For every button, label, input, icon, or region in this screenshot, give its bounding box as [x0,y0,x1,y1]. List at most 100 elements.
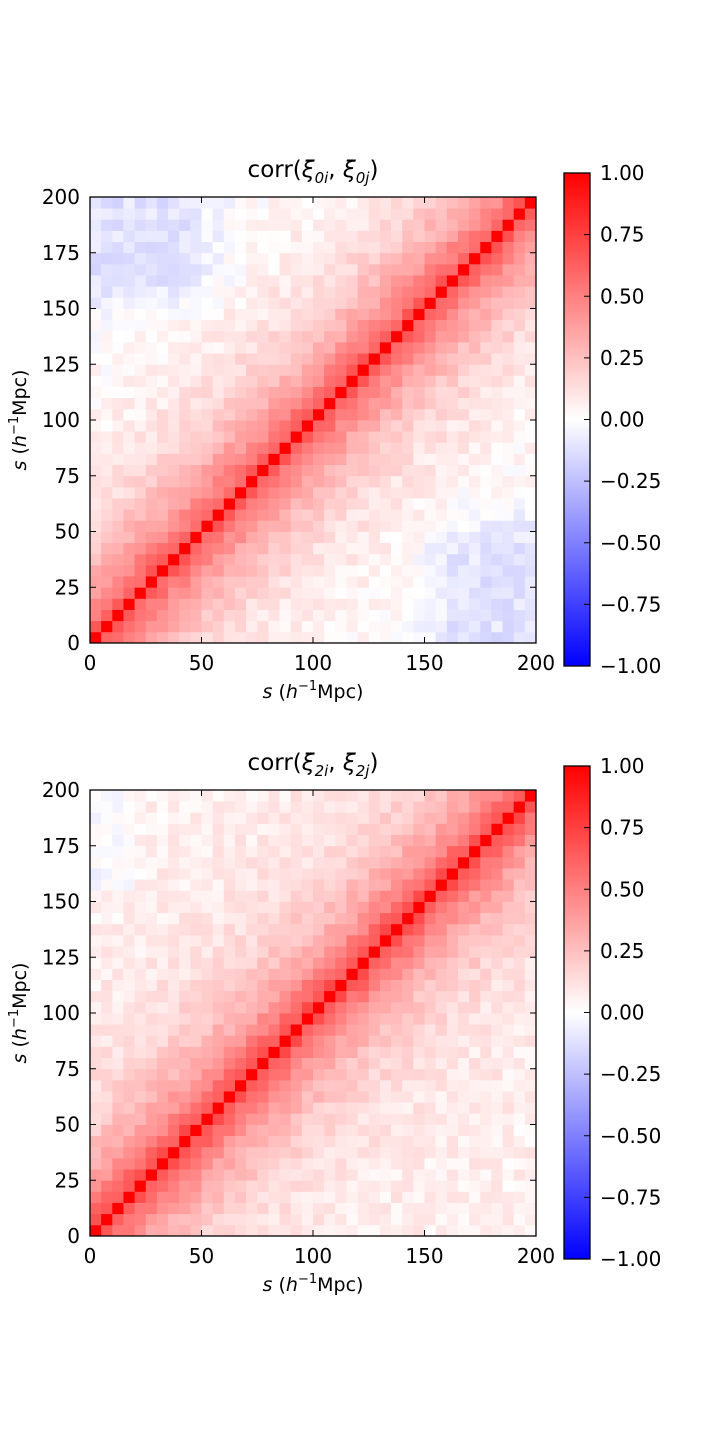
heatmap-cell [491,486,503,499]
heatmap-cell [223,252,236,265]
heatmap-cell [368,1124,381,1137]
heatmap-cell [368,934,381,947]
heatmap-cell [145,856,158,869]
heatmap-cell [279,912,292,925]
heatmap-cell [469,1180,481,1192]
heatmap-cell [424,230,437,242]
heatmap-cell [257,968,269,980]
heatmap-cell [290,319,303,332]
heatmap-cell [402,1057,414,1070]
heatmap-cell [101,498,113,510]
heatmap-cell [435,912,448,925]
heatmap-cell [234,823,247,835]
heatmap-cell [101,531,113,544]
heatmap-cell [335,979,347,992]
heatmap-cell [223,1213,236,1226]
heatmap-cell [290,934,303,947]
y-tick-label: 175 [42,241,80,265]
heatmap-cell [279,1124,292,1137]
heatmap-cell [446,912,459,925]
heatmap-cell [168,609,180,622]
heatmap-cell [446,990,459,1003]
heatmap-cell [480,542,492,555]
heatmap-cell [101,957,113,969]
heatmap-cell [368,1068,381,1081]
heatmap-cell [201,934,214,947]
heatmap-cell [279,1213,292,1226]
heatmap-cell [469,531,481,544]
heatmap-cell [112,1180,124,1192]
heatmap-cell [524,286,537,298]
heatmap-cell [446,286,459,298]
heatmap-cell [335,1113,347,1125]
heatmap-cell [513,375,526,387]
colorbar-tick-label: 0.50 [600,284,645,308]
heatmap-cell [268,1224,280,1237]
heatmap-cell [357,308,370,321]
heatmap-cell [513,1124,526,1137]
heatmap-cell [424,341,437,354]
heatmap-cell [257,1113,269,1125]
heatmap-cell [446,486,459,499]
heatmap-cell [90,286,102,298]
heatmap-cell [391,252,403,265]
heatmap-cell [246,553,258,566]
heatmap-cell [90,812,102,824]
heatmap-cell [212,375,225,387]
heatmap-cell [234,868,247,880]
heatmap-cell [391,286,403,298]
heatmap-cell [201,520,214,532]
heatmap-cell [446,297,459,309]
heatmap-cell [346,208,358,220]
heatmap-cell [112,1001,124,1014]
heatmap-cell [357,1169,370,1181]
heatmap-cell [234,553,247,566]
heatmap-cell [480,968,492,980]
heatmap-cell [123,890,135,902]
y-tick-label: 50 [55,520,80,544]
heatmap-cell [101,968,113,980]
heatmap-cell [368,1157,381,1170]
heatmap-cell [491,1135,503,1148]
heatmap-cell [268,598,280,610]
heatmap-cell [123,375,135,387]
heatmap-cell [301,801,314,813]
heatmap-cell [168,879,180,891]
heatmap-cell [212,631,225,644]
heatmap-cell [201,1068,214,1081]
heatmap-cell [368,1146,381,1159]
heatmap-cell [368,1113,381,1125]
heatmap-cell [179,1135,191,1148]
heatmap-cell [101,890,113,902]
heatmap-cell [324,901,336,914]
heatmap-cell [201,420,214,432]
heatmap-cell [301,375,314,387]
heatmap-cell [134,219,147,231]
heatmap-cell [368,1135,381,1148]
heatmap-cell [246,319,258,332]
heatmap-cell [112,564,124,577]
heatmap-cell [469,968,481,980]
heatmap-cell [268,498,280,510]
heatmap-cell [234,1135,247,1148]
heatmap-cell [502,319,515,332]
heatmap-cell [335,219,347,231]
heatmap-cell [279,330,292,343]
heatmap-cell [212,1202,225,1215]
heatmap-cell [335,420,347,432]
heatmap-cell [424,308,437,321]
heatmap-cell [424,208,437,220]
heatmap-cell [446,868,459,880]
heatmap-cell [190,486,202,499]
heatmap-cell [524,1213,537,1226]
heatmap-cell [491,1091,503,1103]
heatmap-cell [413,1013,425,1025]
heatmap-cell [413,1124,425,1137]
heatmap-cell [168,1113,180,1125]
heatmap-cell [313,564,325,577]
heatmap-cell [179,431,191,443]
heatmap-cell [346,1068,358,1081]
heatmap-cell [313,520,325,532]
heatmap-cell [156,208,169,220]
heatmap-cell [524,1113,537,1125]
